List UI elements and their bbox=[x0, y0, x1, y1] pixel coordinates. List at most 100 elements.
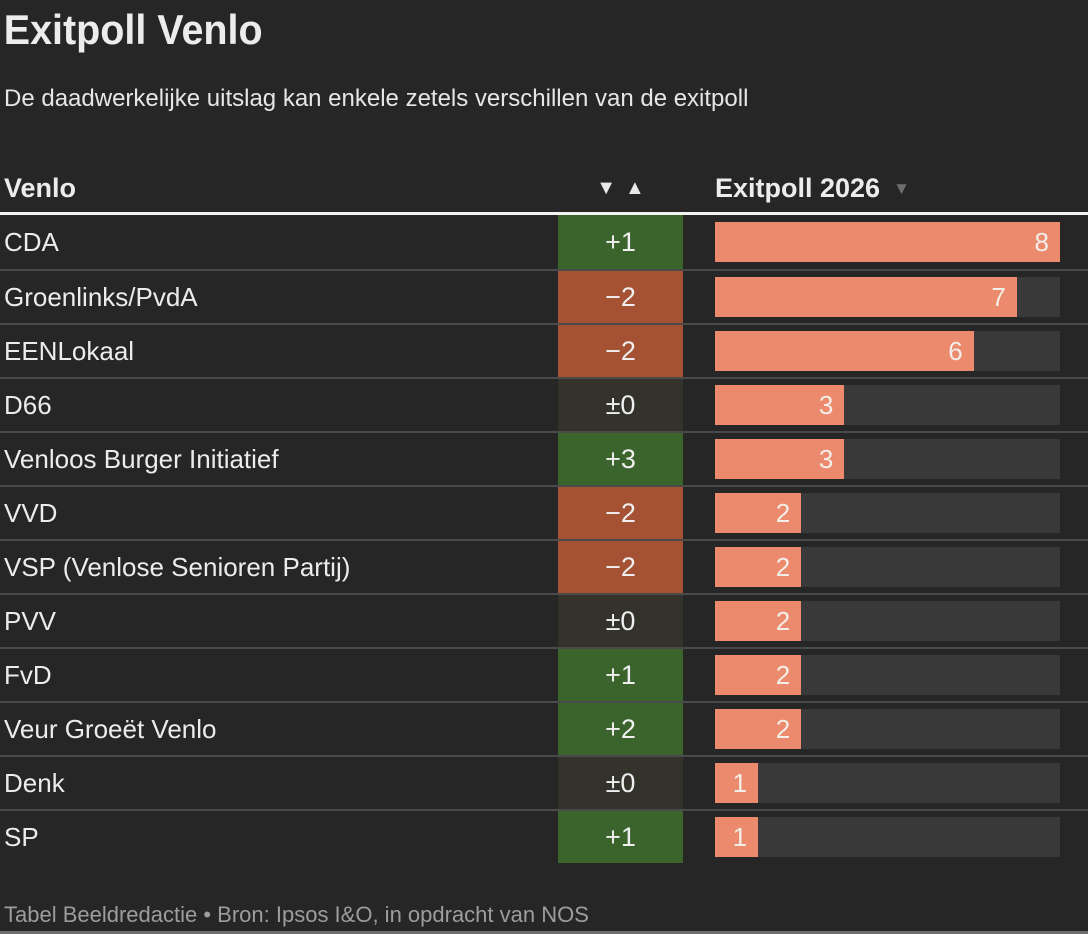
table-row: SP +1 1 bbox=[0, 809, 1088, 864]
source-credit: Tabel Beeldredactie • Bron: Ipsos I&O, i… bbox=[4, 902, 589, 928]
exitpoll-header-label: Exitpoll 2026 bbox=[715, 172, 881, 203]
seats-bar-track: 8 bbox=[715, 222, 1060, 263]
seats-bar-cell: 2 bbox=[715, 541, 1060, 593]
column-gap bbox=[683, 379, 715, 431]
seat-change-badge: ±0 bbox=[558, 595, 683, 648]
table-row: Veur Groeët Venlo +2 2 bbox=[0, 701, 1088, 756]
seats-bar-cell: 3 bbox=[715, 379, 1060, 431]
column-gap bbox=[683, 271, 715, 323]
seat-change-badge: ±0 bbox=[558, 379, 683, 432]
seats-bar-cell: 3 bbox=[715, 433, 1060, 485]
column-gap bbox=[683, 757, 715, 809]
column-gap bbox=[683, 325, 715, 377]
seats-value: 2 bbox=[775, 659, 791, 690]
seats-bar-track: 1 bbox=[715, 763, 1060, 804]
table-row: EENLokaal −2 6 bbox=[0, 323, 1088, 378]
seats-bar-track: 2 bbox=[715, 655, 1060, 696]
column-header-change-sort[interactable]: ▼ ▲ bbox=[558, 178, 683, 198]
party-name: Venloos Burger Initiatief bbox=[4, 443, 279, 474]
seats-bar-cell: 2 bbox=[715, 487, 1060, 539]
seats-bar-cell: 6 bbox=[715, 325, 1060, 377]
seats-value: 2 bbox=[775, 497, 791, 528]
seats-bar-cell: 8 bbox=[715, 215, 1060, 269]
seats-bar-track: 2 bbox=[715, 493, 1060, 534]
seat-change-badge: −2 bbox=[558, 487, 683, 540]
seats-bar-cell: 7 bbox=[715, 271, 1060, 323]
seats-bar: 8 bbox=[715, 222, 1060, 263]
column-gap bbox=[683, 649, 715, 701]
column-gap bbox=[683, 703, 715, 755]
party-name: Denk bbox=[4, 767, 65, 798]
seats-bar-cell: 1 bbox=[715, 757, 1060, 809]
party-name: EENLokaal bbox=[4, 335, 135, 366]
seat-change-badge: +1 bbox=[558, 811, 683, 864]
seats-value: 6 bbox=[948, 335, 963, 366]
seats-value: 8 bbox=[1034, 226, 1049, 257]
column-gap bbox=[683, 811, 715, 863]
sort-ascending-icon[interactable]: ▲ bbox=[625, 177, 645, 200]
seats-bar: 6 bbox=[715, 331, 974, 372]
seats-bar-track: 3 bbox=[715, 439, 1060, 480]
seats-bar-track: 6 bbox=[715, 331, 1060, 372]
seats-bar: 2 bbox=[715, 493, 802, 534]
column-gap bbox=[683, 541, 715, 593]
table-row: PVV ±0 2 bbox=[0, 593, 1088, 648]
column-gap bbox=[683, 595, 715, 647]
seats-bar: 1 bbox=[715, 817, 759, 858]
seat-change-badge: −2 bbox=[558, 325, 683, 378]
seats-value: 7 bbox=[991, 281, 1006, 312]
party-name: VSP (Venlose Senioren Partij) bbox=[4, 551, 351, 582]
party-name: VVD bbox=[4, 497, 58, 528]
seats-bar-cell: 2 bbox=[715, 595, 1060, 647]
seats-bar: 7 bbox=[715, 277, 1017, 318]
seats-bar: 3 bbox=[715, 439, 845, 480]
seats-bar-cell: 1 bbox=[715, 811, 1060, 863]
table-row: Venloos Burger Initiatief +3 3 bbox=[0, 431, 1088, 486]
seats-bar-track: 2 bbox=[715, 547, 1060, 588]
seats-bar-cell: 2 bbox=[715, 703, 1060, 755]
seats-bar: 3 bbox=[715, 385, 845, 426]
seats-bar-track: 2 bbox=[715, 601, 1060, 642]
page-title: Exitpoll Venlo bbox=[3, 6, 263, 53]
party-name: SP bbox=[4, 821, 39, 852]
seats-value: 1 bbox=[732, 821, 748, 852]
table-row: VVD −2 2 bbox=[0, 485, 1088, 540]
table-row: Groenlinks/PvdA −2 7 bbox=[0, 269, 1088, 324]
table-row: CDA +1 8 bbox=[0, 215, 1088, 270]
seats-bar: 1 bbox=[715, 763, 759, 804]
seat-change-badge: +2 bbox=[558, 703, 683, 756]
party-name: Veur Groeët Venlo bbox=[4, 713, 217, 744]
seats-bar-track: 3 bbox=[715, 385, 1060, 426]
seats-bar: 2 bbox=[715, 655, 802, 696]
seats-value: 3 bbox=[818, 389, 834, 420]
seats-value: 3 bbox=[818, 443, 834, 474]
seat-change-badge: +1 bbox=[558, 215, 683, 270]
column-header-exitpoll[interactable]: Exitpoll 2026 ▼ bbox=[715, 173, 1088, 204]
seat-change-badge: ±0 bbox=[558, 757, 683, 810]
party-name: PVV bbox=[4, 605, 57, 636]
party-name: CDA bbox=[4, 226, 59, 257]
seats-bar-cell: 2 bbox=[715, 649, 1060, 701]
table-row: VSP (Venlose Senioren Partij) −2 2 bbox=[0, 539, 1088, 594]
table-row: D66 ±0 3 bbox=[0, 377, 1088, 432]
table-row: FvD +1 2 bbox=[0, 647, 1088, 702]
seat-change-badge: +1 bbox=[558, 649, 683, 702]
party-name: Groenlinks/PvdA bbox=[4, 281, 198, 312]
seats-bar: 2 bbox=[715, 547, 802, 588]
table-body: CDA +1 8 Groenlinks/PvdA −2 7 EENLokaal … bbox=[0, 215, 1088, 864]
seats-value: 2 bbox=[775, 551, 791, 582]
seats-value: 2 bbox=[775, 605, 791, 636]
seats-value: 1 bbox=[732, 767, 748, 798]
seats-bar-track: 7 bbox=[715, 277, 1060, 318]
column-header-party[interactable]: Venlo bbox=[4, 172, 77, 203]
seats-bar-track: 1 bbox=[715, 817, 1060, 858]
seats-value: 2 bbox=[775, 713, 791, 744]
sort-descending-icon[interactable]: ▼ bbox=[596, 177, 616, 200]
column-gap bbox=[683, 433, 715, 485]
active-sort-descending-icon[interactable]: ▼ bbox=[893, 178, 910, 198]
column-gap bbox=[683, 487, 715, 539]
table-header: Venlo ▼ ▲ Exitpoll 2026 ▼ bbox=[0, 164, 1088, 216]
seats-bar: 2 bbox=[715, 601, 802, 642]
seat-change-badge: +3 bbox=[558, 433, 683, 486]
